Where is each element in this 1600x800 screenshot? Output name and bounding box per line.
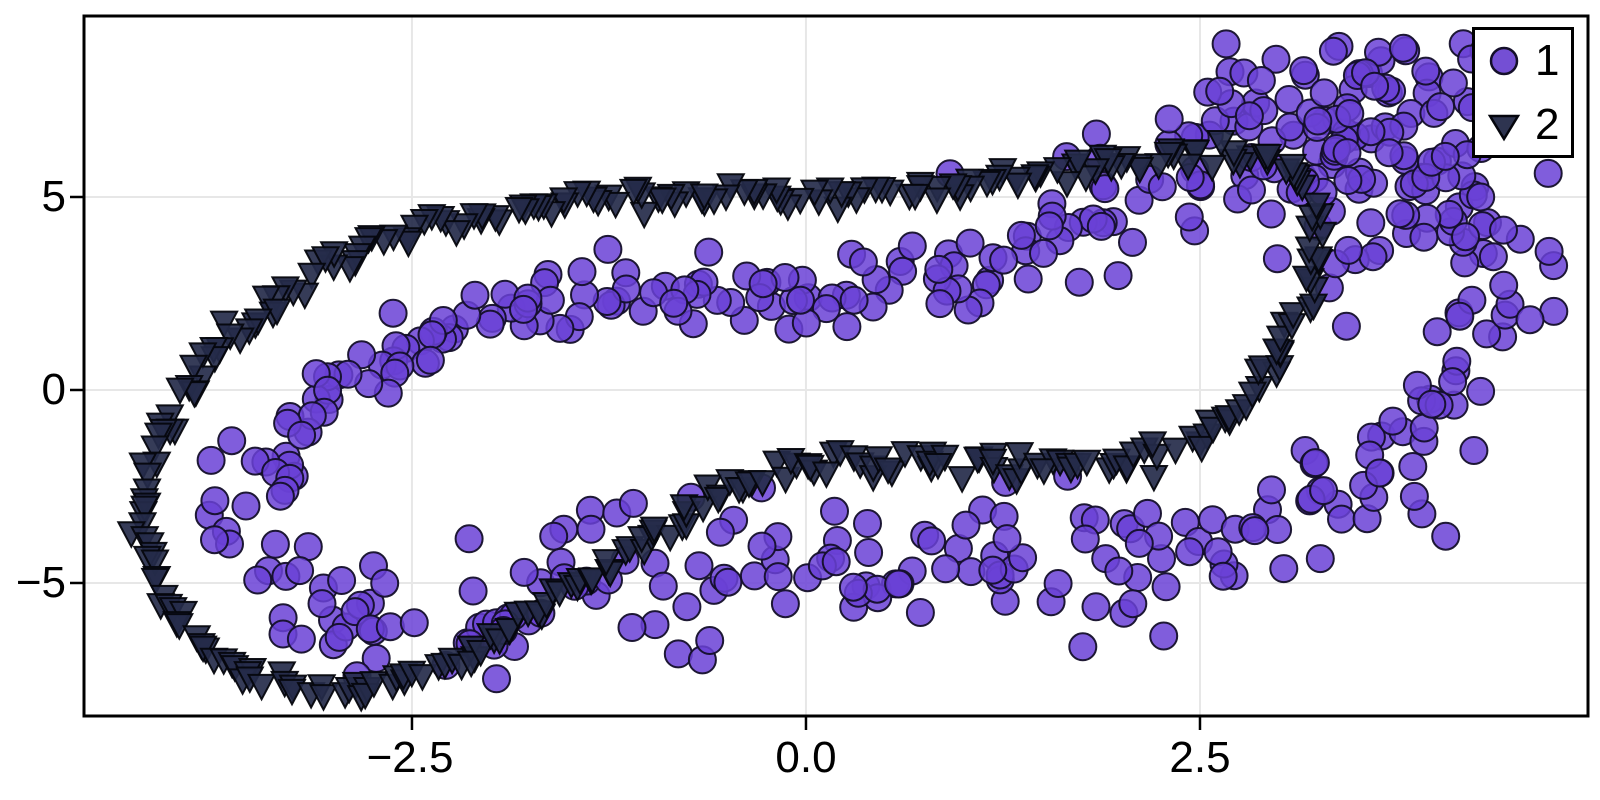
legend: 1 2 bbox=[1472, 27, 1574, 158]
series-1-circle bbox=[194, 29, 1569, 694]
legend-label: 2 bbox=[1535, 99, 1560, 149]
x-tick-label: 0.0 bbox=[775, 733, 837, 782]
legend-marker-triangle-down-icon bbox=[1487, 114, 1521, 141]
y-tick-label: −5 bbox=[15, 558, 66, 607]
legend-entry-1: 1 bbox=[1487, 33, 1571, 89]
legend-label: 1 bbox=[1535, 35, 1560, 85]
series-2-triangle-down bbox=[116, 129, 1338, 713]
axis-ticks bbox=[70, 195, 1202, 730]
y-tick-label: 5 bbox=[41, 172, 66, 221]
legend-entry-2: 2 bbox=[1487, 97, 1571, 153]
x-tick-label: −2.5 bbox=[366, 733, 454, 782]
x-tick-label: 2.5 bbox=[1169, 733, 1231, 782]
y-tick-label: 0 bbox=[41, 365, 66, 414]
scatter-series bbox=[116, 29, 1569, 713]
plot-spine bbox=[82, 14, 1590, 718]
legend-marker-circle-icon bbox=[1489, 46, 1519, 75]
